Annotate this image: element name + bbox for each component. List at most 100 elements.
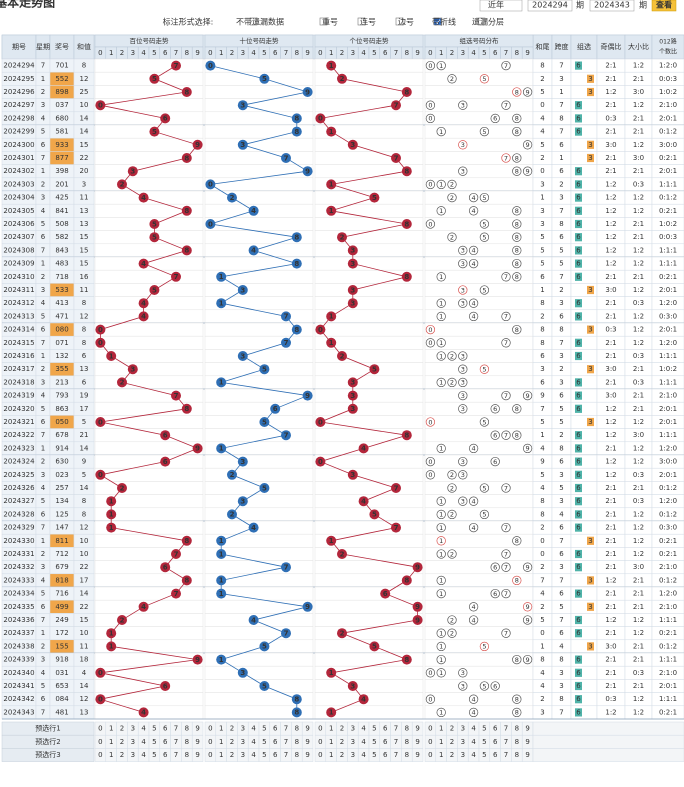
trend-ball xyxy=(106,509,117,520)
distribution-text: 7 xyxy=(504,102,508,110)
cell-text: 0 xyxy=(540,167,544,175)
checkbox[interactable] xyxy=(249,17,258,26)
trend-ball xyxy=(216,377,227,388)
trend-ball-text: 1 xyxy=(219,273,224,281)
checkbox[interactable] xyxy=(395,17,404,26)
trend-ball xyxy=(347,139,358,150)
trend-ball xyxy=(315,456,326,467)
trend-ball-text: 0 xyxy=(98,339,103,347)
group-text: 6 xyxy=(576,458,581,466)
group-text: 3 xyxy=(588,154,592,162)
cell-text: 4 xyxy=(41,669,46,677)
group-badge xyxy=(575,668,582,677)
trend-row xyxy=(94,388,204,403)
cell-text: 10 xyxy=(80,629,89,637)
cell-text: 1 xyxy=(540,642,544,650)
distribution-mark xyxy=(425,60,436,71)
cell-text: 155 xyxy=(55,642,68,650)
cell-text: 2024329 xyxy=(3,524,34,532)
trend-ball xyxy=(248,615,259,625)
trend-ball xyxy=(401,430,412,441)
checkbox[interactable] xyxy=(319,17,328,26)
cell-text: 1:2 xyxy=(633,260,644,268)
trend-row xyxy=(94,217,204,231)
preselect-digit: 1 xyxy=(219,751,223,759)
from-input[interactable] xyxy=(527,0,573,12)
cell-text: 0:1:2 xyxy=(659,194,677,202)
distribution-text: 5 xyxy=(482,682,486,690)
distribution-text: 2 xyxy=(450,194,454,202)
cell-text: 1:2 xyxy=(605,431,616,439)
cell-text: 4 xyxy=(540,114,545,122)
header-cell xyxy=(651,34,684,60)
range-select[interactable] xyxy=(479,0,523,12)
to-input[interactable] xyxy=(589,0,635,12)
preselect-digit: 1 xyxy=(219,725,223,733)
distribution-text: 1 xyxy=(439,128,443,136)
trend-ball xyxy=(138,311,149,322)
cell-text: 2:1 xyxy=(605,312,616,320)
trend-ball xyxy=(216,654,227,665)
cell-text: 863 xyxy=(55,405,68,413)
group-badge xyxy=(575,549,582,559)
cell-text: 5 xyxy=(41,312,45,320)
cell-text: 21 xyxy=(80,431,89,439)
cell-text: 2024311 xyxy=(3,286,34,294)
cell xyxy=(570,58,598,73)
group-text: 3 xyxy=(588,603,592,611)
cell-text: 7 xyxy=(559,708,563,716)
preselect-digit: 6 xyxy=(493,751,498,759)
trend-ball-text: 7 xyxy=(174,273,179,281)
view-button[interactable] xyxy=(651,0,677,12)
preselect-digit: 5 xyxy=(262,738,266,746)
cell-text: 1 xyxy=(41,167,45,175)
preselect-digit: 8 xyxy=(185,751,189,759)
trend-ball xyxy=(160,681,171,691)
checkbox[interactable] xyxy=(433,17,442,26)
cell-text: 3 xyxy=(41,194,45,202)
cell-text: 3 xyxy=(559,352,563,360)
trend-ball-text: 4 xyxy=(141,709,146,717)
trend-row xyxy=(314,283,424,297)
trend-ball xyxy=(192,139,203,150)
trend-ball-text: 0 xyxy=(318,326,323,334)
trend-ball-text: 3 xyxy=(350,141,355,149)
trend-ball xyxy=(369,641,380,652)
distribution-text: 0 xyxy=(428,115,432,123)
trend-ball-text: 2 xyxy=(340,550,345,558)
cell-text: 11 xyxy=(80,286,89,294)
digit-header: 8 xyxy=(295,49,299,57)
trend-row xyxy=(204,428,314,443)
cell-text: 2024303 xyxy=(3,180,34,188)
distribution-mark xyxy=(436,126,446,137)
group-text: 3 xyxy=(588,576,592,584)
trend-ball-text: 6 xyxy=(273,405,278,413)
checkbox[interactable] xyxy=(477,17,486,26)
cell-text: 1:2 xyxy=(633,194,644,202)
trend-ball-text: 0 xyxy=(98,696,103,704)
trend-ball-text: 2 xyxy=(120,181,125,189)
distribution-text: 6 xyxy=(493,405,497,413)
checkbox[interactable] xyxy=(357,17,366,26)
cell-text: 9 xyxy=(540,392,544,400)
preselect-digit: 5 xyxy=(262,751,266,759)
cell-text: 5 xyxy=(559,405,563,413)
cell-text: 7 xyxy=(540,405,544,413)
cell-text: 1:2 xyxy=(633,141,644,149)
trend-ball xyxy=(117,615,127,625)
trend-ball-text: 8 xyxy=(404,88,409,96)
trend-ball xyxy=(401,166,412,177)
cell-text: 1:1:1 xyxy=(659,352,677,360)
group-text: 6 xyxy=(576,392,581,400)
cell-text: 2:1 xyxy=(605,656,616,664)
cell xyxy=(570,454,598,469)
group-badge xyxy=(575,589,582,598)
cell-text: 2 xyxy=(540,603,544,611)
cell-text: 1:2 xyxy=(605,180,616,188)
trend-ball xyxy=(391,100,401,111)
distribution-text: 9 xyxy=(526,564,530,572)
trend-row xyxy=(204,217,314,231)
group-text: 6 xyxy=(576,194,581,202)
trend-ball xyxy=(205,219,216,229)
digit-header: 3 xyxy=(241,49,245,57)
